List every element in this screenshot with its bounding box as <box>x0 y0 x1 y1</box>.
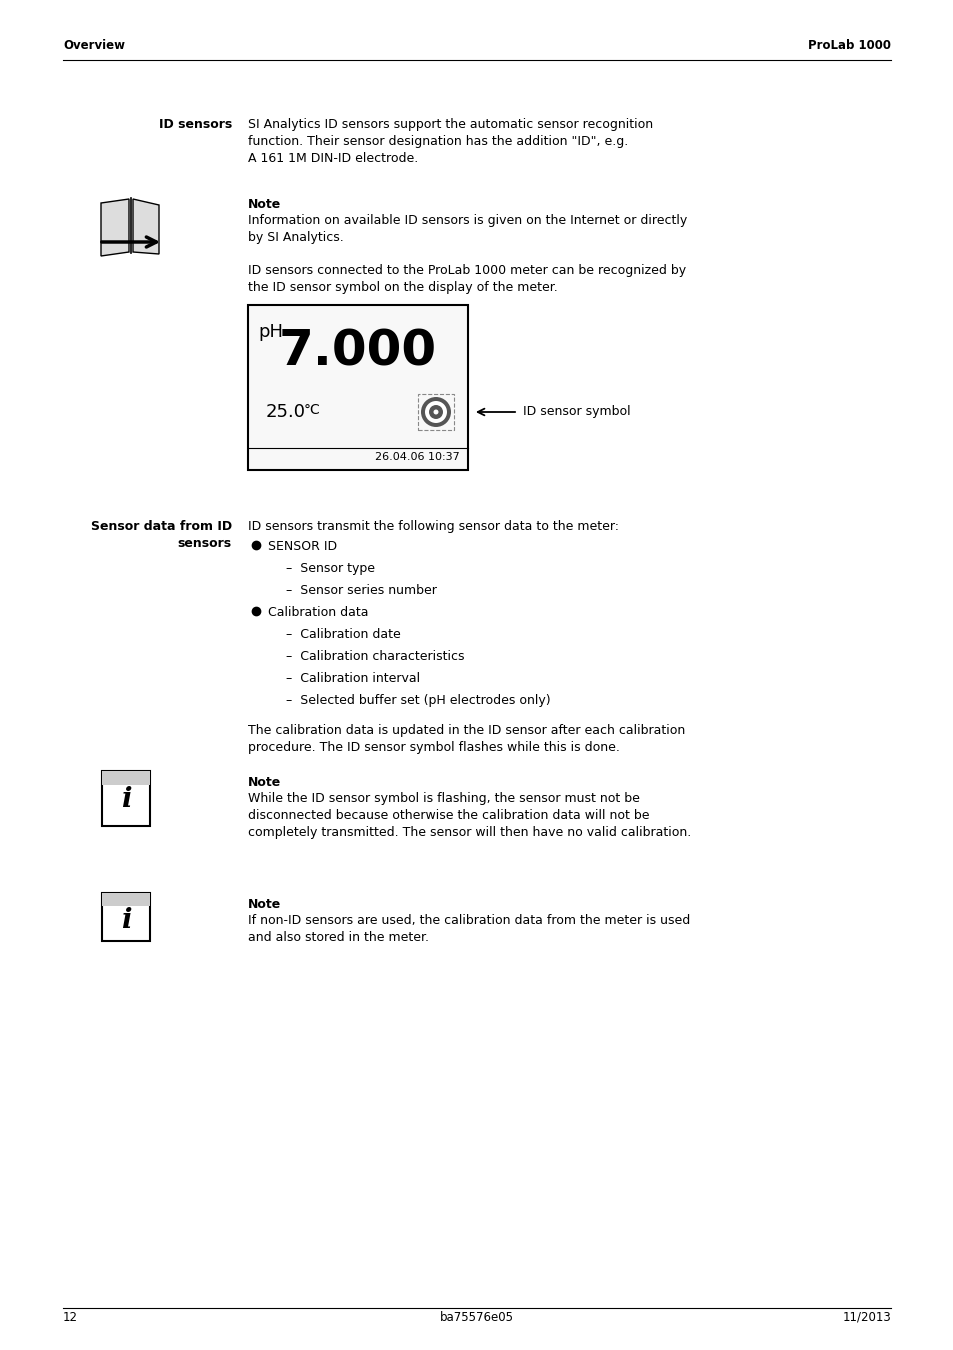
Text: Sensor data from ID: Sensor data from ID <box>91 520 232 533</box>
Text: –  Sensor series number: – Sensor series number <box>286 585 436 597</box>
Circle shape <box>433 409 438 414</box>
Bar <box>102 771 150 826</box>
Text: ID sensors connected to the ProLab 1000 meter can be recognized by: ID sensors connected to the ProLab 1000 … <box>248 265 685 277</box>
Text: pH: pH <box>257 323 283 342</box>
Text: Information on available ID sensors is given on the Internet or directly: Information on available ID sensors is g… <box>248 215 686 227</box>
Text: The calibration data is updated in the ID sensor after each calibration: The calibration data is updated in the I… <box>248 724 684 737</box>
Text: sensors: sensors <box>177 537 232 549</box>
Text: Note: Note <box>248 198 281 211</box>
Text: SI Analytics ID sensors support the automatic sensor recognition: SI Analytics ID sensors support the auto… <box>248 117 653 131</box>
Text: 25.0: 25.0 <box>266 404 306 421</box>
Text: 7.000: 7.000 <box>278 327 436 375</box>
Text: While the ID sensor symbol is flashing, the sensor must not be: While the ID sensor symbol is flashing, … <box>248 792 639 805</box>
Text: Calibration data: Calibration data <box>268 606 368 620</box>
Circle shape <box>424 401 447 423</box>
Text: ba75576e05: ba75576e05 <box>439 1311 514 1324</box>
Text: –  Selected buffer set (pH electrodes only): – Selected buffer set (pH electrodes onl… <box>286 694 550 707</box>
Text: by SI Analytics.: by SI Analytics. <box>248 231 343 244</box>
Text: disconnected because otherwise the calibration data will not be: disconnected because otherwise the calib… <box>248 809 649 822</box>
Polygon shape <box>132 198 159 254</box>
Bar <box>417 394 454 431</box>
Text: Note: Note <box>248 898 281 911</box>
Text: procedure. The ID sensor symbol flashes while this is done.: procedure. The ID sensor symbol flashes … <box>248 741 619 755</box>
Bar <box>102 892 150 941</box>
Bar <box>102 771 150 784</box>
Text: If non-ID sensors are used, the calibration data from the meter is used: If non-ID sensors are used, the calibrat… <box>248 914 690 927</box>
Circle shape <box>420 397 451 427</box>
Bar <box>248 305 468 470</box>
Text: Overview: Overview <box>63 39 125 53</box>
Text: 26.04.06 10:37: 26.04.06 10:37 <box>375 452 459 462</box>
Text: 11/2013: 11/2013 <box>841 1311 890 1324</box>
Text: function. Their sensor designation has the addition "ID", e.g.: function. Their sensor designation has t… <box>248 135 628 148</box>
Text: –  Sensor type: – Sensor type <box>286 562 375 575</box>
Text: °C: °C <box>304 404 320 417</box>
Text: Note: Note <box>248 776 281 788</box>
Polygon shape <box>101 198 129 256</box>
Bar <box>102 892 150 906</box>
Text: the ID sensor symbol on the display of the meter.: the ID sensor symbol on the display of t… <box>248 281 558 294</box>
Text: A 161 1M DIN-ID electrode.: A 161 1M DIN-ID electrode. <box>248 153 417 165</box>
Text: and also stored in the meter.: and also stored in the meter. <box>248 931 429 944</box>
Text: 12: 12 <box>63 1311 78 1324</box>
Text: ProLab 1000: ProLab 1000 <box>807 39 890 53</box>
Text: ID sensors: ID sensors <box>158 117 232 131</box>
Text: ID sensors transmit the following sensor data to the meter:: ID sensors transmit the following sensor… <box>248 520 618 533</box>
Text: –  Calibration interval: – Calibration interval <box>286 672 419 684</box>
Text: completely transmitted. The sensor will then have no valid calibration.: completely transmitted. The sensor will … <box>248 826 691 838</box>
Text: SENSOR ID: SENSOR ID <box>268 540 336 553</box>
Text: –  Calibration date: – Calibration date <box>286 628 400 641</box>
Text: i: i <box>121 786 132 813</box>
Circle shape <box>429 405 442 418</box>
Text: –  Calibration characteristics: – Calibration characteristics <box>286 649 464 663</box>
Text: ID sensor symbol: ID sensor symbol <box>522 405 630 418</box>
Text: i: i <box>121 907 132 934</box>
